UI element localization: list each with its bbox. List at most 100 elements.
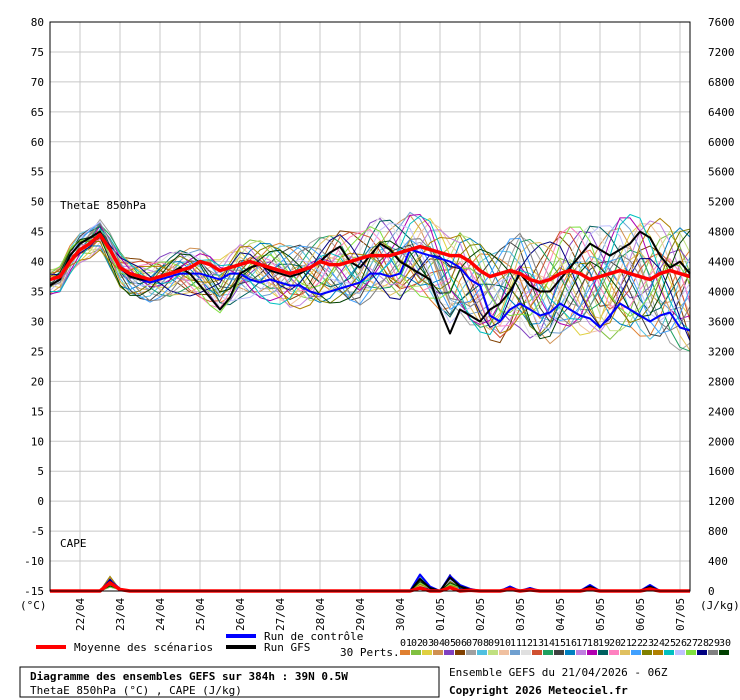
- perturbation-line: [49, 219, 691, 337]
- pert-legend-number: 29: [708, 638, 720, 649]
- perturbation-line: [49, 226, 691, 318]
- pert-legend-number: 10: [499, 638, 511, 649]
- pert-legend-number: 23: [642, 638, 654, 649]
- pert-legend-swatch: [466, 650, 476, 655]
- x-tick-label: 06/05: [634, 598, 647, 631]
- left-tick-label: 30: [31, 315, 44, 328]
- perturbation-line: [49, 226, 691, 327]
- pert-legend-swatch: [400, 650, 410, 655]
- pert-legend-swatch: [664, 650, 674, 655]
- plot-frame: [49, 21, 691, 592]
- pert-legend-swatch: [587, 650, 597, 655]
- x-tick-label: 28/04: [314, 598, 327, 631]
- left-tick-label: 15: [31, 405, 44, 418]
- x-tick-label: 04/05: [554, 598, 567, 631]
- right-tick-label: 3600: [708, 315, 735, 328]
- legend-perts-label: 30 Perts.: [340, 646, 400, 659]
- right-tick-label: 4000: [708, 286, 735, 299]
- pert-legend-swatch: [708, 650, 718, 655]
- pert-legend-swatch: [422, 650, 432, 655]
- right-tick-label: 2400: [708, 405, 735, 418]
- pert-legend-number: 14: [543, 638, 555, 649]
- chart-axes: -15 -10 -5 0 5 10 15 20 25 30 35 40 45 50 55 60 65 70 75 80…: [24, 16, 734, 631]
- pert-legend-swatch: [598, 650, 608, 655]
- pert-legend-swatch: [642, 650, 652, 655]
- pert-legend-swatch: [543, 650, 553, 655]
- chart-grid: [50, 21, 690, 592]
- ensemble-info: Ensemble GEFS du 21/04/2026 - 06Z: [449, 666, 668, 679]
- pert-legend-swatch: [411, 650, 421, 655]
- pert-legend-number: 26: [675, 638, 687, 649]
- pert-legend-swatch: [488, 650, 498, 655]
- copyright: Copyright 2026 Meteociel.fr: [449, 684, 628, 697]
- left-tick-label: 5: [37, 465, 44, 478]
- pert-legend-number: 09: [488, 638, 500, 649]
- pert-legend-number: 24: [653, 638, 665, 649]
- right-tick-label: 7200: [708, 46, 735, 59]
- pert-legend-swatch: [477, 650, 487, 655]
- right-tick-label: 400: [708, 555, 728, 568]
- pert-legend-number: 12: [521, 638, 533, 649]
- x-tick-label: 22/04: [74, 598, 87, 631]
- chart-subtitle: ThetaE 850hPa (°C) , CAPE (J/kg): [30, 684, 242, 697]
- pert-legend-number: 18: [587, 638, 599, 649]
- x-tick-label: 07/05: [674, 598, 687, 631]
- x-tick-label: 03/05: [514, 598, 527, 631]
- pert-legend-swatch: [719, 650, 729, 655]
- left-tick-label: 75: [31, 46, 44, 59]
- pert-legend-swatch: [433, 650, 443, 655]
- pert-legend-number: 30: [719, 638, 731, 649]
- left-tick-label: 35: [31, 286, 44, 299]
- right-tick-label: 7600: [708, 16, 735, 29]
- thetae-panel-label: ThetaE 850hPa: [60, 199, 146, 212]
- legend-gfs-label: Run GFS: [264, 641, 310, 654]
- title-box: [19, 666, 440, 698]
- x-tick-label: 29/04: [354, 598, 367, 631]
- pert-legend-number: 22: [631, 638, 643, 649]
- pert-legend-number: 25: [664, 638, 676, 649]
- left-tick-label: -15: [24, 585, 44, 598]
- pert-legend-swatch: [631, 650, 641, 655]
- pert-legend-swatch: [521, 650, 531, 655]
- left-tick-label: 55: [31, 166, 44, 179]
- right-tick-label: 6800: [708, 76, 735, 89]
- x-tick-label: 05/05: [594, 598, 607, 631]
- pert-legend-number: 28: [697, 638, 709, 649]
- right-tick-label: 2800: [708, 375, 735, 388]
- left-tick-label: 20: [31, 375, 44, 388]
- left-tick-label: 70: [31, 76, 44, 89]
- pert-legend-number: 21: [620, 638, 632, 649]
- pert-legend-number: 06: [455, 638, 467, 649]
- plot-background: [50, 22, 690, 591]
- pert-legend-swatch: [554, 650, 564, 655]
- right-tick-label: 6000: [708, 136, 735, 149]
- pert-legend-number: 02: [411, 638, 423, 649]
- right-tick-label: 4400: [708, 256, 735, 269]
- pert-legend-number: 07: [466, 638, 478, 649]
- pert-legend-number: 11: [510, 638, 522, 649]
- legend: Moyenne des scénarios Run de contrôle Ru…: [36, 630, 731, 659]
- pert-legend-number: 03: [422, 638, 434, 649]
- pert-legend-swatch: [499, 650, 509, 655]
- pert-legend-swatch: [697, 650, 707, 655]
- pert-legend-swatch: [653, 650, 663, 655]
- x-tick-label: 27/04: [274, 598, 287, 631]
- pert-legend-number: 01: [400, 638, 412, 649]
- pert-legend-number: 27: [686, 638, 698, 649]
- right-tick-label: 5200: [708, 196, 735, 209]
- right-axis-unit: (J/kg): [700, 599, 740, 612]
- left-tick-label: 10: [31, 435, 44, 448]
- x-tick-label: 01/05: [434, 598, 447, 631]
- left-tick-label: -10: [24, 555, 44, 568]
- cape-panel-label: CAPE: [60, 537, 87, 550]
- right-tick-label: 1600: [708, 465, 735, 478]
- left-tick-label: 65: [31, 106, 44, 119]
- right-tick-label: 2000: [708, 435, 735, 448]
- right-tick-label: 3200: [708, 345, 735, 358]
- pert-legend-swatch: [444, 650, 454, 655]
- left-tick-label: -5: [31, 525, 44, 538]
- left-tick-label: 25: [31, 345, 44, 358]
- pert-legend-number: 04: [433, 638, 445, 649]
- pert-legend-number: 13: [532, 638, 544, 649]
